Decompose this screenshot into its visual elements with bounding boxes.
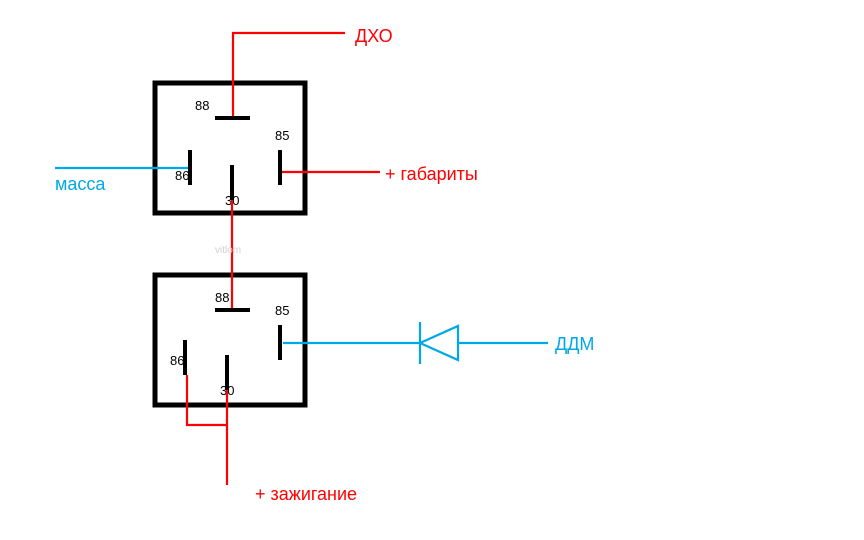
relay-top-label-85: 85 bbox=[275, 128, 289, 143]
relay-bottom-label-88: 88 bbox=[215, 290, 229, 305]
diode-icon bbox=[420, 322, 458, 364]
relay-top: 88 85 86 30 bbox=[155, 83, 305, 213]
relay-bottom: 88 85 86 30 bbox=[155, 275, 305, 405]
relay-bottom-label-85: 85 bbox=[275, 303, 289, 318]
label-massa: масса bbox=[55, 174, 106, 194]
watermark: vitlom bbox=[215, 245, 241, 256]
label-dho: ДХО bbox=[355, 26, 393, 46]
label-zazhiganie: + зажигание bbox=[255, 484, 357, 504]
circuit-diagram: 88 85 86 30 88 85 86 30 ДХО ма bbox=[0, 0, 864, 540]
relay-top-label-86: 86 bbox=[175, 168, 189, 183]
relay-bottom-label-86: 86 bbox=[170, 353, 184, 368]
relay-top-label-88: 88 bbox=[195, 98, 209, 113]
label-gabarity: + габариты bbox=[385, 164, 478, 184]
label-ddm: ДДМ bbox=[555, 334, 594, 354]
